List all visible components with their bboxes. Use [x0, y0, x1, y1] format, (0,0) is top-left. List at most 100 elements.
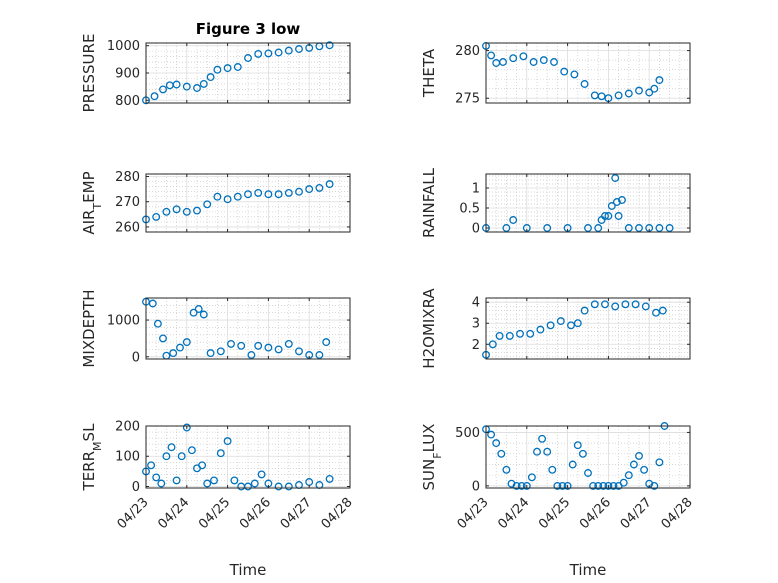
- data-point: [199, 79, 208, 88]
- series-terr_msl: [142, 423, 334, 491]
- data-point: [536, 325, 545, 334]
- data-point: [645, 88, 654, 97]
- data-point: [553, 481, 562, 490]
- data-point: [538, 434, 547, 443]
- data-point: [499, 58, 507, 66]
- subplot-mixdepth: 0 1000 MIXDEPTH: [80, 289, 351, 368]
- subplot-theta: 275 280 THETA: [420, 41, 691, 107]
- subplot-pressure: 800 900 1000 PRESSURE Figure 3 low: [80, 20, 351, 112]
- y-tick-label: 260: [115, 220, 140, 235]
- data-point: [594, 481, 603, 490]
- y-tick-label: 500: [455, 426, 480, 441]
- y-tick-label: 1000: [107, 39, 140, 54]
- data-point: [264, 190, 273, 199]
- y-axis-label: RAINFALL: [420, 167, 438, 238]
- data-point: [487, 430, 496, 439]
- data-point: [558, 481, 567, 490]
- axes-box: [485, 297, 691, 360]
- data-point: [223, 437, 232, 446]
- data-point: [517, 481, 526, 490]
- data-point: [624, 471, 633, 480]
- data-point: [516, 329, 524, 338]
- data-point: [177, 452, 186, 461]
- data-point: [509, 216, 518, 224]
- data-point: [315, 183, 324, 192]
- data-point: [546, 321, 555, 330]
- data-point: [539, 56, 548, 65]
- y-tick-label: 900: [115, 67, 140, 82]
- y-tick-label: 280: [455, 44, 480, 59]
- y-tick-label: 1000: [107, 314, 140, 329]
- data-point: [619, 478, 628, 487]
- data-point: [203, 479, 212, 488]
- y-axis-label: AIRTEMP: [80, 171, 104, 234]
- data-point: [152, 473, 161, 482]
- data-point: [624, 89, 633, 98]
- series-sun_flux: [482, 422, 669, 490]
- data-point: [325, 474, 334, 483]
- series-h2omixra: [482, 300, 667, 359]
- y-tick-label: 280: [115, 170, 140, 185]
- data-point: [580, 80, 589, 88]
- data-point: [295, 45, 303, 53]
- data-point: [509, 54, 518, 63]
- axes-box: [485, 173, 691, 233]
- data-point: [611, 174, 620, 182]
- data-point: [182, 82, 191, 91]
- data-point: [250, 479, 259, 488]
- data-point: [495, 331, 504, 340]
- data-point: [153, 319, 162, 328]
- data-point: [284, 46, 293, 55]
- series-air_temp: [142, 180, 334, 224]
- data-point: [206, 73, 215, 82]
- subplot-h2omixra: 2 3 4 H2OMIXRA: [420, 288, 691, 369]
- data-point: [597, 92, 606, 101]
- data-point: [624, 224, 633, 232]
- data-point: [247, 351, 256, 359]
- data-point: [548, 465, 557, 474]
- subplot-air_temp: 260 270 280 AIRTEMP: [80, 170, 351, 235]
- y-tick-label: 1: [472, 182, 480, 197]
- axes-box: [145, 173, 351, 233]
- data-point: [573, 319, 582, 328]
- data-point: [199, 310, 208, 319]
- data-point: [162, 452, 171, 461]
- data-point: [325, 41, 334, 50]
- data-point: [223, 64, 232, 73]
- plot-area: [486, 174, 690, 232]
- data-point: [635, 224, 643, 232]
- data-point: [152, 212, 161, 221]
- data-point: [629, 460, 638, 469]
- subplot-rainfall: 0 0.5 1 RAINFALL: [420, 167, 691, 238]
- data-point: [193, 84, 201, 92]
- data-point: [305, 185, 314, 194]
- data-point: [658, 306, 667, 315]
- data-point: [655, 458, 664, 467]
- data-point: [604, 481, 613, 490]
- data-point: [254, 49, 263, 58]
- y-tick-label: 3: [472, 317, 480, 332]
- y-tick-label: 0: [132, 480, 140, 495]
- data-point: [172, 80, 181, 89]
- data-point: [492, 439, 501, 448]
- y-tick-label: 4: [472, 296, 480, 311]
- y-tick-label: 100: [115, 450, 140, 465]
- data-point: [182, 338, 191, 347]
- data-point: [519, 52, 528, 61]
- data-point: [254, 188, 263, 197]
- data-point: [580, 306, 589, 315]
- data-point: [607, 202, 616, 210]
- data-point: [665, 224, 674, 232]
- data-point: [264, 343, 273, 352]
- data-point: [264, 49, 273, 58]
- data-point: [206, 349, 215, 358]
- data-point: [274, 190, 283, 199]
- data-point: [584, 469, 592, 477]
- data-point: [148, 299, 157, 308]
- y-tick-label: 0: [132, 350, 140, 365]
- x-axis-label: Time: [569, 561, 607, 579]
- data-point: [604, 212, 613, 220]
- data-point: [614, 91, 623, 100]
- chart-title: Figure 3 low: [196, 20, 301, 38]
- data-point: [203, 200, 212, 209]
